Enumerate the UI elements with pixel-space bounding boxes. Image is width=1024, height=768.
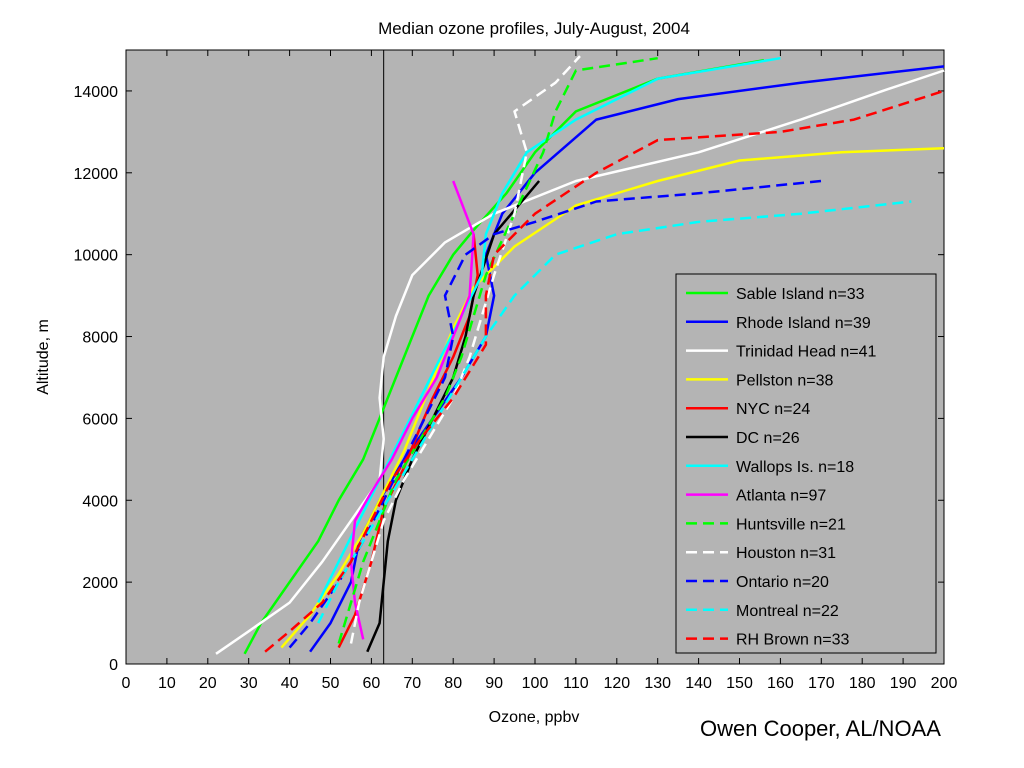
legend-label: Montreal n=22 <box>736 603 839 620</box>
x-tick-label: 190 <box>890 675 917 692</box>
y-tick-label: 8000 <box>82 330 118 347</box>
x-tick-label: 40 <box>281 675 299 692</box>
x-tick-label: 180 <box>849 675 876 692</box>
x-tick-label: 100 <box>522 675 549 692</box>
x-axis-label: Ozone, ppbv <box>489 709 580 726</box>
legend-label: Trinidad Head n=41 <box>736 344 876 361</box>
legend-label: NYC n=24 <box>736 401 810 418</box>
x-tick-label: 90 <box>485 675 503 692</box>
x-tick-label: 60 <box>363 675 381 692</box>
legend-label: Huntsville n=21 <box>736 516 846 533</box>
x-tick-label: 140 <box>685 675 712 692</box>
legend-label: RH Brown n=33 <box>736 632 849 649</box>
chart-title: Median ozone profiles, July-August, 2004 <box>378 19 690 38</box>
x-tick-label: 70 <box>403 675 421 692</box>
legend-label: Sable Island n=33 <box>736 286 865 303</box>
series-line-9 <box>349 55 581 644</box>
x-tick-label: 110 <box>563 675 589 692</box>
x-tick-label: 170 <box>808 675 835 692</box>
x-tick-label: 80 <box>444 675 462 692</box>
legend-box <box>675 273 937 654</box>
x-tick-label: 120 <box>603 675 630 692</box>
series-line-12 <box>264 89 945 653</box>
x-tick-label: 10 <box>158 675 176 692</box>
x-tick-label: 130 <box>644 675 671 692</box>
series-line-2 <box>215 69 945 655</box>
legend-label: Atlanta n=97 <box>736 488 826 505</box>
y-tick-label: 0 <box>109 657 118 674</box>
legend-label: Ontario n=20 <box>736 574 829 591</box>
x-tick-label: 50 <box>322 675 340 692</box>
series-line-7 <box>349 180 475 640</box>
series-line-8 <box>337 56 658 644</box>
x-tick-label: 20 <box>199 675 217 692</box>
y-tick-label: 10000 <box>74 248 119 265</box>
credit-text: Owen Cooper, AL/NOAA <box>700 716 941 741</box>
y-axis-label: Altitude, m <box>35 319 52 395</box>
y-tick-label: 4000 <box>82 493 118 510</box>
y-tick-label: 14000 <box>74 84 119 101</box>
x-tick-label: 160 <box>767 675 794 692</box>
legend: Sable Island n=33 Rhode Island n=39 Trinid… <box>675 273 937 654</box>
y-tick-label: 12000 <box>74 166 119 183</box>
y-tick-label: 2000 <box>82 575 118 592</box>
axis-ticks: 0 10 20 30 40 50 60 70 80 90 100 110 120 130 140 150 160… <box>74 50 958 692</box>
x-tick-label: 150 <box>726 675 753 692</box>
legend-label: Pellston n=38 <box>736 372 834 389</box>
series-lines <box>215 50 945 664</box>
series-line-11 <box>317 200 912 624</box>
legend-label: DC n=26 <box>736 430 800 447</box>
x-tick-label: 200 <box>931 675 958 692</box>
x-tick-label: 0 <box>122 675 131 692</box>
legend-label: Houston n=31 <box>736 545 836 562</box>
x-tick-label: 30 <box>240 675 258 692</box>
legend-label: Rhode Island n=39 <box>736 315 871 332</box>
y-tick-label: 6000 <box>82 411 118 428</box>
legend-label: Wallops Is. n=18 <box>736 459 854 476</box>
